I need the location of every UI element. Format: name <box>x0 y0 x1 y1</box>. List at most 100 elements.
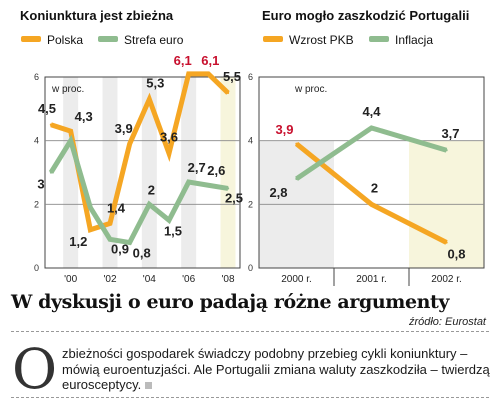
chart1-data-point <box>148 98 151 101</box>
chart1-x-tick-label: '04 <box>143 274 156 285</box>
chart1-data-label: 6,1 <box>201 53 219 68</box>
chart1-y-tick-label: 0 <box>34 263 39 273</box>
chart1-plot: 0 2 4 6 '00 '02 '04 '06 '08 4,5 4,3 1,2 1,4 3,9 5,3 3,6… <box>34 53 243 285</box>
chart2-y-tick-label: 2 <box>248 199 253 209</box>
chart2-y-tick-label: 6 <box>248 72 253 82</box>
chart1-data-label: 0,8 <box>133 246 151 261</box>
end-mark-icon <box>145 382 153 390</box>
chart1-y-tick-label: 6 <box>34 72 39 82</box>
chart1-data-label: 2,6 <box>207 163 225 178</box>
chart1-y-tick-label: 4 <box>34 136 39 146</box>
chart1-data-label: 1,4 <box>107 200 126 215</box>
chart1-data-label: 2 <box>148 182 155 197</box>
chart1-data-label: 0,9 <box>111 241 129 256</box>
chart1-data-label: 2,5 <box>225 190 243 205</box>
chart1-legend: Polska Strefa euro <box>21 33 184 47</box>
chart1-frame <box>44 76 241 269</box>
chart2-data-point <box>295 142 298 146</box>
chart1-data-point <box>187 72 190 76</box>
chart1-band <box>63 77 79 268</box>
chart1-data-point <box>89 206 92 209</box>
chart1-legend-swatch-polska <box>21 36 41 42</box>
chart1-data-label: 6,1 <box>174 53 192 68</box>
chart2-x-tick-label: 2000 r. <box>281 274 312 285</box>
chart1-data-point <box>128 142 131 146</box>
chart1-title: Koniunktura jest zbieżna <box>20 8 174 23</box>
chart1-data-label: 5,3 <box>146 75 164 90</box>
chart1-data-label: 2,7 <box>188 160 206 175</box>
chart1-data-label: 4,5 <box>38 101 56 116</box>
divider-bottom <box>11 397 489 398</box>
chart1-legend-label-strefa-euro: Strefa euro <box>124 33 184 47</box>
chart2-data-point <box>370 126 373 130</box>
chart2-unit-label: w proc. <box>294 84 327 95</box>
chart1-data-point <box>49 171 53 174</box>
chart1-band <box>220 77 236 268</box>
article-body-text: zbieżności gospodarek świadczy podobny p… <box>62 346 490 392</box>
chart1-data-point <box>148 203 151 206</box>
chart2-legend: Wzrost PKB Inflacja <box>263 33 433 47</box>
chart1-data-label: 4,3 <box>75 109 93 124</box>
chart1-data-label: 3,9 <box>115 121 133 136</box>
chart1-x-tick-label: '02 <box>103 274 116 285</box>
chart2-data-point <box>445 149 448 152</box>
chart1-legend-label-polska: Polska <box>47 33 83 47</box>
chart1-band <box>141 77 157 268</box>
chart2-data-label: 3,7 <box>441 126 459 141</box>
chart2-frame <box>258 76 485 269</box>
chart2-legend-swatch-inflacja <box>369 36 389 42</box>
chart2-data-label: 0,8 <box>447 247 465 262</box>
chart1-legend-swatch-strefa-euro <box>98 36 118 42</box>
article-body: zbieżności gospodarek świadczy podobny p… <box>62 346 492 393</box>
chart1-data-point <box>69 139 72 142</box>
chart1-data-point <box>167 152 171 155</box>
chart1-data-point <box>49 123 53 126</box>
chart1-data-label: 1,2 <box>69 234 87 249</box>
chart2-data-point <box>445 241 448 244</box>
divider-top <box>11 331 489 332</box>
chart1-data-point <box>207 184 210 187</box>
chart2-legend-label-wzrost-pkb: Wzrost PKB <box>289 33 354 47</box>
chart1-x-tick-label: '00 <box>64 274 77 285</box>
chart1-data-point <box>69 129 72 133</box>
chart2-legend-label-inflacja: Inflacja <box>395 33 433 47</box>
chart1-data-point <box>187 180 190 184</box>
chart1-data-point <box>226 187 230 190</box>
chart2-plot: 0 2 4 6 2000 r. 2001 r. 2002 r. 3,9 2 0,8 2,8 4,4 3,… <box>248 72 485 286</box>
article-headline: W dyskusji o euro padają różne argumenty <box>11 291 450 313</box>
chart2-y-tick-label: 0 <box>248 263 253 273</box>
drop-cap: O <box>12 337 58 401</box>
chart1-y-tick-label: 2 <box>34 199 39 209</box>
chart1-data-point <box>226 91 230 95</box>
chart2-data-label: 3,9 <box>275 122 293 137</box>
chart2-y-tick-label: 4 <box>248 136 253 146</box>
chart1-data-label: 5,5 <box>223 69 241 84</box>
charts-area: Koniunktura jest zbieżna Polska Strefa e… <box>20 8 485 286</box>
chart1-x-tick-label: '06 <box>182 274 195 285</box>
chart2-data-point <box>370 203 373 206</box>
chart2-data-label: 4,4 <box>362 104 381 119</box>
chart1-data-point <box>89 228 92 231</box>
chart1-data-label: 3,6 <box>160 129 178 144</box>
chart1-unit-label: w proc. <box>51 84 84 95</box>
chart1-band <box>102 77 118 268</box>
chart2-title: Euro mogło zaszkodzić Portugalii <box>262 8 469 23</box>
chart2-data-label: 2,8 <box>269 185 287 200</box>
chart1-x-tick-label: '08 <box>221 274 234 285</box>
chart1-data-label: 3 <box>37 177 44 192</box>
chart1-data-label: 1,5 <box>164 223 182 238</box>
chart1-data-point <box>207 72 210 76</box>
chart2-x-tick-label: 2002 r. <box>431 274 462 285</box>
chart1-band <box>181 77 197 268</box>
chart1-data-point <box>108 222 112 225</box>
chart2-data-label: 2 <box>371 180 378 195</box>
source-credit: źródło: Eurostat <box>408 316 486 328</box>
chart1-data-point <box>108 238 112 241</box>
chart1-data-point <box>128 241 131 244</box>
chart2-legend-swatch-wzrost-pkb <box>263 36 283 42</box>
chart1-data-point <box>167 219 171 222</box>
chart2-x-tick-label: 2001 r. <box>356 274 387 285</box>
chart1-series-line-strefa-euro <box>48 134 229 246</box>
chart2-data-point <box>295 177 298 181</box>
